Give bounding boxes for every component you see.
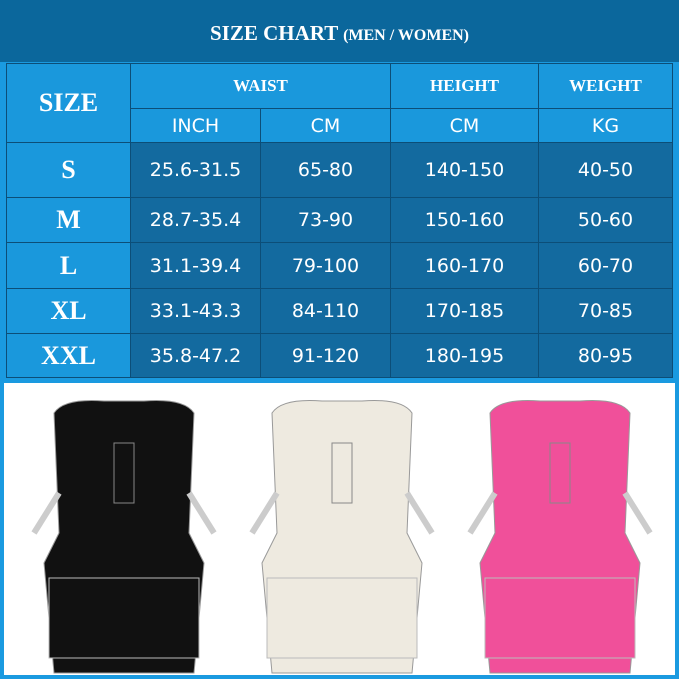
table-row: XL 33.1-43.3 84-110 170-185 70-85 xyxy=(6,288,673,334)
header-size: SIZE xyxy=(6,63,131,143)
cell-cm: 65-80 xyxy=(260,142,391,198)
cell-cm: 73-90 xyxy=(260,197,391,243)
cell-weight: 40-50 xyxy=(538,142,673,198)
cell-inch: 25.6-31.5 xyxy=(130,142,261,198)
header-weight-unit: KG xyxy=(538,108,673,143)
cell-weight: 80-95 xyxy=(538,333,673,378)
table-row: XXL 35.8-47.2 91-120 180-195 80-95 xyxy=(6,333,673,378)
table-row: S 25.6-31.5 65-80 140-150 40-50 xyxy=(6,142,673,198)
cell-inch: 31.1-39.4 xyxy=(130,242,261,289)
cell-cm: 91-120 xyxy=(260,333,391,378)
header-waist: WAIST xyxy=(130,63,391,109)
cell-inch: 35.8-47.2 xyxy=(130,333,261,378)
cell-height: 150-160 xyxy=(390,197,539,243)
title-banner: SIZE CHART (MEN / WOMEN) xyxy=(0,0,679,62)
cell-height: 180-195 xyxy=(390,333,539,378)
cell-size: XL xyxy=(6,288,131,334)
header-weight: WEIGHT xyxy=(538,63,673,109)
cell-size: L xyxy=(6,242,131,289)
subtitle: (MEN / WOMEN) xyxy=(343,27,469,44)
cell-size: XXL xyxy=(6,333,131,378)
cell-weight: 60-70 xyxy=(538,242,673,289)
title: SIZE CHART xyxy=(209,21,338,45)
header-height: HEIGHT xyxy=(390,63,539,109)
back-brace-product xyxy=(467,400,653,674)
product-photos xyxy=(4,383,675,675)
cell-weight: 70-85 xyxy=(538,288,673,334)
cell-height: 160-170 xyxy=(390,242,539,289)
cell-height: 140-150 xyxy=(390,142,539,198)
cell-size: S xyxy=(6,142,131,198)
cell-cm: 84-110 xyxy=(260,288,391,334)
back-brace-product xyxy=(31,400,217,674)
cell-height: 170-185 xyxy=(390,288,539,334)
header-inch: INCH xyxy=(130,108,261,143)
table-row: L 31.1-39.4 79-100 160-170 60-70 xyxy=(6,242,673,289)
cell-cm: 79-100 xyxy=(260,242,391,289)
cell-inch: 28.7-35.4 xyxy=(130,197,261,243)
cell-inch: 33.1-43.3 xyxy=(130,288,261,334)
table-row: M 28.7-35.4 73-90 150-160 50-60 xyxy=(6,197,673,243)
back-brace-product xyxy=(249,400,435,674)
header-height-unit: CM xyxy=(390,108,539,143)
size-chart-table: SIZE WAIST HEIGHT WEIGHT INCH CM CM KG S… xyxy=(6,63,673,378)
header-cm: CM xyxy=(260,108,391,143)
cell-size: M xyxy=(6,197,131,243)
cell-weight: 50-60 xyxy=(538,197,673,243)
